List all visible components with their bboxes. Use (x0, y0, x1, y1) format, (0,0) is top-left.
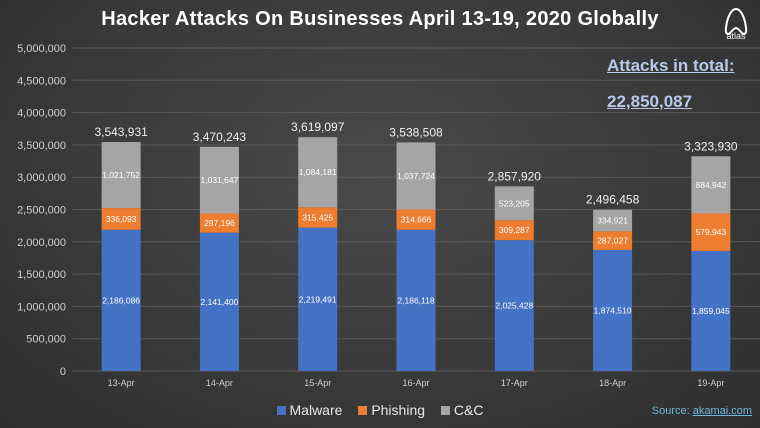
legend-item-phishing: Phishing (358, 402, 425, 418)
y-tick-label: 0 (60, 366, 66, 378)
bar-segment-cnc (494, 186, 534, 221)
data-label-cnc: 523,205 (499, 198, 530, 208)
y-tick-label: 500,000 (26, 334, 66, 346)
source-link[interactable]: akamai.com (692, 405, 752, 417)
data-label-cnc: 1,084,181 (299, 167, 337, 177)
total-attacks-label: Attacks in total: (607, 56, 735, 75)
bar-segment-phishing (593, 231, 633, 250)
data-label-cnc: 1,037,724 (397, 171, 435, 181)
bar-segment-malware (691, 250, 731, 371)
data-label-malware: 2,186,118 (397, 295, 434, 305)
bar-segment-phishing (691, 213, 731, 251)
total-label: 3,538,508 (389, 125, 443, 139)
total-label: 3,543,931 (94, 125, 148, 139)
data-label-malware: 2,141,400 (201, 297, 239, 307)
legend-item-cnc: C&C (440, 402, 484, 418)
bar-segment-phishing (494, 220, 534, 241)
total-label: 3,323,930 (684, 139, 738, 153)
legend-label-malware: Malware (289, 402, 343, 418)
bar-segment-phishing (298, 207, 338, 228)
total-attacks-value: 22,850,087 (607, 92, 693, 111)
bar-segment-cnc (396, 142, 436, 210)
total-label: 3,470,243 (193, 130, 247, 144)
data-label-malware: 2,025,428 (495, 301, 533, 311)
bar-segment-cnc (593, 209, 633, 232)
x-tick-label: 14-Apr (206, 378, 233, 388)
data-label-phishing: 315,425 (302, 212, 333, 222)
legend-label-cnc: C&C (453, 402, 484, 418)
atlas-logo-icon (724, 7, 748, 35)
bar-segment-malware (199, 232, 239, 371)
y-tick-label: 4,500,000 (17, 75, 66, 87)
legend-swatch-malware (276, 406, 286, 415)
data-label-phishing: 287,027 (597, 236, 628, 246)
bar-segment-malware (593, 249, 633, 371)
bar-segment-cnc (298, 137, 338, 208)
total-label: 2,496,458 (586, 193, 640, 207)
data-label-malware: 2,186,086 (102, 295, 140, 305)
x-tick-label: 19-Apr (697, 378, 724, 388)
data-label-phishing: 309,287 (499, 225, 530, 235)
bar-segment-malware (494, 240, 534, 371)
bar-segment-phishing (396, 209, 436, 230)
y-tick-label: 5,000,000 (17, 43, 66, 55)
bar-segment-malware (101, 229, 141, 371)
bar-segment-malware (396, 229, 436, 371)
data-label-cnc: 1,021,752 (102, 170, 140, 180)
source-prefix: Source: (651, 405, 693, 417)
data-label-phishing: 579,943 (695, 227, 726, 237)
bar-segment-cnc (199, 146, 239, 214)
legend-label-phishing: Phishing (371, 402, 426, 418)
x-tick-label: 17-Apr (501, 378, 528, 388)
y-tick-label: 1,500,000 (17, 269, 66, 281)
chart-legend: Malware Phishing C&C (0, 402, 760, 418)
y-tick-label: 2,500,000 (17, 205, 66, 217)
data-label-cnc: 884,942 (695, 180, 726, 190)
y-tick-label: 2,000,000 (17, 237, 66, 249)
data-label-cnc: 1,031,647 (201, 175, 239, 185)
stacked-bar-chart: 0 500,000 1,000,000 1,500,000 2,000,000 2,500… (17, 43, 760, 388)
data-label-phishing: 297,196 (204, 218, 235, 228)
y-tick-label: 3,000,000 (17, 172, 66, 184)
total-label: 2,857,920 (488, 169, 542, 183)
data-label-phishing: 336,093 (106, 214, 137, 224)
data-label-cnc: 334,921 (597, 216, 628, 226)
data-label-malware: 1,859,045 (692, 306, 730, 316)
y-tick-label: 1,000,000 (17, 301, 66, 313)
legend-item-malware: Malware (276, 402, 343, 418)
data-label-malware: 2,219,491 (299, 294, 337, 304)
chart-title: Hacker Attacks On Businesses April 13-19… (101, 8, 659, 30)
bar-segment-cnc (101, 142, 141, 209)
x-tick-label: 15-Apr (304, 378, 331, 388)
data-label-phishing: 314,666 (401, 215, 432, 225)
y-tick-label: 3,500,000 (17, 140, 66, 152)
data-label-malware: 1,874,510 (594, 305, 632, 315)
x-tick-label: 13-Apr (108, 378, 135, 388)
y-tick-label: 4,000,000 (17, 108, 66, 120)
bar-segment-phishing (199, 213, 239, 233)
bar-segment-cnc (691, 156, 731, 214)
bar-segment-phishing (101, 208, 141, 230)
x-tick-label: 18-Apr (599, 378, 626, 388)
source-note: Source: akamai.com (652, 405, 752, 417)
x-tick-label: 16-Apr (402, 378, 429, 388)
legend-swatch-cnc (440, 406, 450, 415)
legend-swatch-phishing (358, 406, 368, 415)
logo-text: atlas (726, 31, 746, 41)
total-label: 3,619,097 (291, 120, 345, 134)
bar-segment-malware (298, 227, 338, 371)
